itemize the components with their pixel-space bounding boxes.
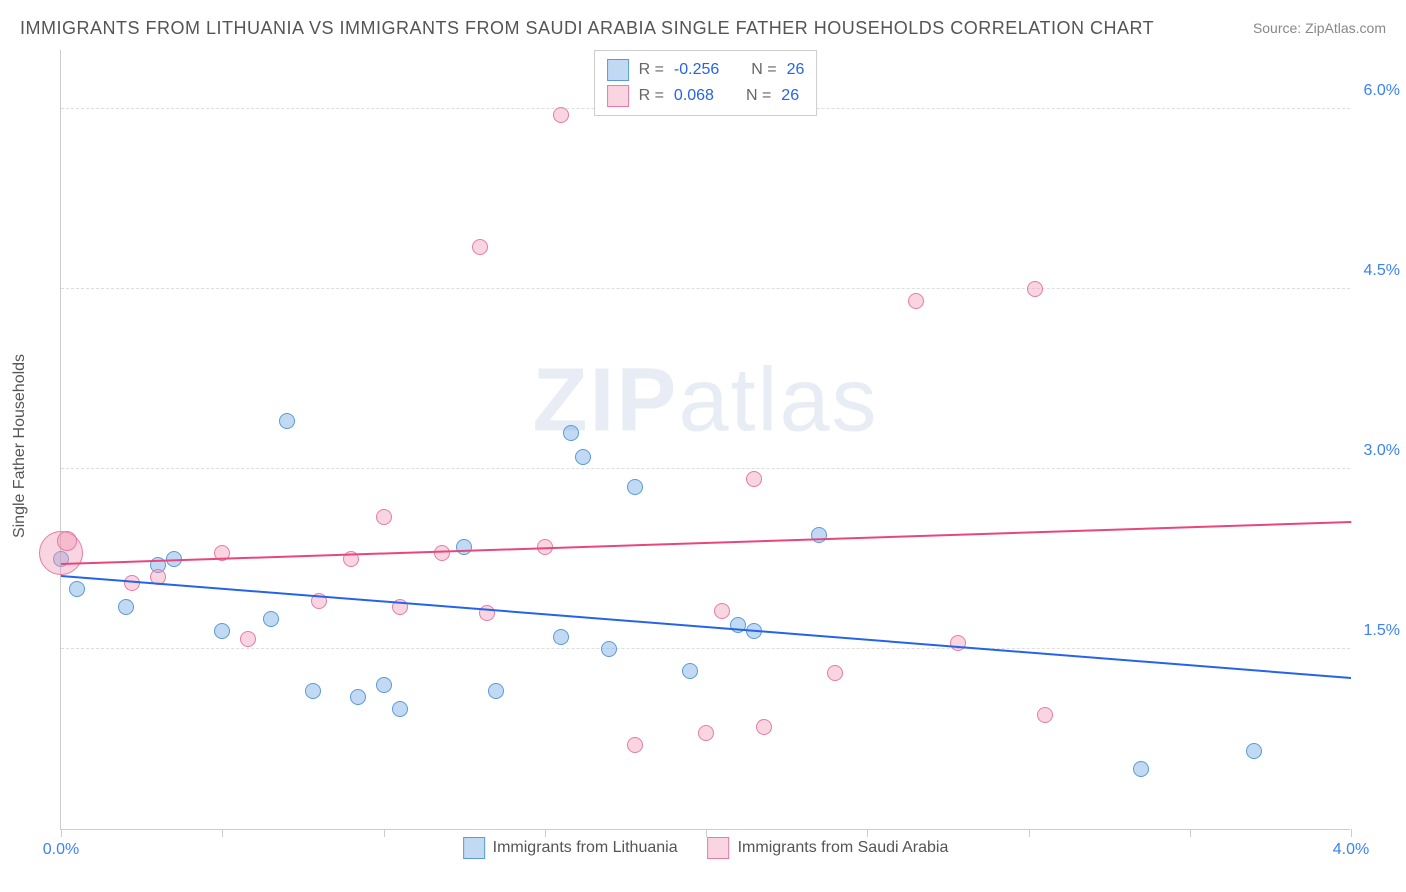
legend-swatch-lithuania bbox=[607, 59, 629, 81]
y-tick-label: 4.5% bbox=[1364, 262, 1400, 280]
legend-item-lithuania: Immigrants from Lithuania bbox=[463, 837, 678, 859]
x-tick bbox=[1029, 829, 1030, 837]
watermark-bold: ZIP bbox=[532, 350, 678, 450]
scatter-point bbox=[1133, 761, 1149, 777]
scatter-point bbox=[811, 527, 827, 543]
r-label: R = bbox=[639, 87, 664, 105]
legend-label-lithuania: Immigrants from Lithuania bbox=[493, 839, 678, 857]
n-value-lithuania: 26 bbox=[787, 61, 805, 79]
scatter-point bbox=[350, 689, 366, 705]
grid-line bbox=[61, 468, 1350, 469]
y-axis-label: Single Father Households bbox=[11, 354, 29, 538]
source-link[interactable]: ZipAtlas.com bbox=[1305, 20, 1386, 36]
scatter-point bbox=[756, 719, 772, 735]
trend-line bbox=[61, 575, 1351, 679]
r-value-saudi: 0.068 bbox=[674, 87, 714, 105]
scatter-point bbox=[392, 701, 408, 717]
legend-stats-row-1: R = -0.256 N = 26 bbox=[607, 57, 805, 83]
legend-stats-row-2: R = 0.068 N = 26 bbox=[607, 83, 805, 109]
x-tick-label: 0.0% bbox=[43, 841, 79, 859]
scatter-point bbox=[827, 665, 843, 681]
legend-swatch-lithuania bbox=[463, 837, 485, 859]
scatter-point bbox=[214, 623, 230, 639]
legend-series-box: Immigrants from Lithuania Immigrants fro… bbox=[463, 837, 949, 859]
scatter-point bbox=[575, 449, 591, 465]
scatter-point bbox=[376, 509, 392, 525]
scatter-point bbox=[553, 629, 569, 645]
grid-line bbox=[61, 288, 1350, 289]
chart-title: IMMIGRANTS FROM LITHUANIA VS IMMIGRANTS … bbox=[20, 18, 1154, 39]
r-value-lithuania: -0.256 bbox=[674, 61, 719, 79]
scatter-point bbox=[950, 635, 966, 651]
scatter-point bbox=[376, 677, 392, 693]
legend-stats-box: R = -0.256 N = 26 R = 0.068 N = 26 bbox=[594, 50, 818, 116]
x-tick bbox=[384, 829, 385, 837]
y-tick-label: 1.5% bbox=[1364, 622, 1400, 640]
scatter-point bbox=[279, 413, 295, 429]
legend-swatch-saudi bbox=[708, 837, 730, 859]
scatter-point bbox=[627, 479, 643, 495]
x-tick bbox=[706, 829, 707, 837]
scatter-point bbox=[908, 293, 924, 309]
watermark-rest: atlas bbox=[678, 350, 878, 450]
scatter-point bbox=[698, 725, 714, 741]
y-tick-label: 6.0% bbox=[1364, 82, 1400, 100]
scatter-point bbox=[746, 471, 762, 487]
x-tick bbox=[1351, 829, 1352, 837]
scatter-point bbox=[1037, 707, 1053, 723]
scatter-point bbox=[714, 603, 730, 619]
scatter-point bbox=[1027, 281, 1043, 297]
scatter-point bbox=[118, 599, 134, 615]
source-label: Source: bbox=[1253, 20, 1305, 36]
n-label: N = bbox=[751, 61, 776, 79]
scatter-point bbox=[627, 737, 643, 753]
scatter-point bbox=[456, 539, 472, 555]
y-tick-label: 3.0% bbox=[1364, 442, 1400, 460]
source-attribution: Source: ZipAtlas.com bbox=[1253, 20, 1386, 36]
legend-item-saudi: Immigrants from Saudi Arabia bbox=[708, 837, 949, 859]
scatter-point bbox=[1246, 743, 1262, 759]
scatter-point bbox=[57, 531, 77, 551]
scatter-point bbox=[488, 683, 504, 699]
chart-plot-area: ZIPatlas R = -0.256 N = 26 R = 0.068 N =… bbox=[60, 50, 1350, 830]
scatter-point bbox=[305, 683, 321, 699]
scatter-point bbox=[601, 641, 617, 657]
x-tick bbox=[867, 829, 868, 837]
x-tick-label: 4.0% bbox=[1333, 841, 1369, 859]
grid-line bbox=[61, 648, 1350, 649]
scatter-point bbox=[563, 425, 579, 441]
watermark: ZIPatlas bbox=[532, 349, 878, 452]
legend-swatch-saudi bbox=[607, 85, 629, 107]
x-tick bbox=[1190, 829, 1191, 837]
n-label: N = bbox=[746, 87, 771, 105]
scatter-point bbox=[682, 663, 698, 679]
scatter-point bbox=[240, 631, 256, 647]
x-tick bbox=[61, 829, 62, 837]
n-value-saudi: 26 bbox=[781, 87, 799, 105]
legend-label-saudi: Immigrants from Saudi Arabia bbox=[738, 839, 949, 857]
scatter-point bbox=[263, 611, 279, 627]
trend-line bbox=[61, 521, 1351, 565]
scatter-point bbox=[434, 545, 450, 561]
r-label: R = bbox=[639, 61, 664, 79]
scatter-point bbox=[472, 239, 488, 255]
x-tick bbox=[222, 829, 223, 837]
x-tick bbox=[545, 829, 546, 837]
scatter-point bbox=[69, 581, 85, 597]
scatter-point bbox=[553, 107, 569, 123]
